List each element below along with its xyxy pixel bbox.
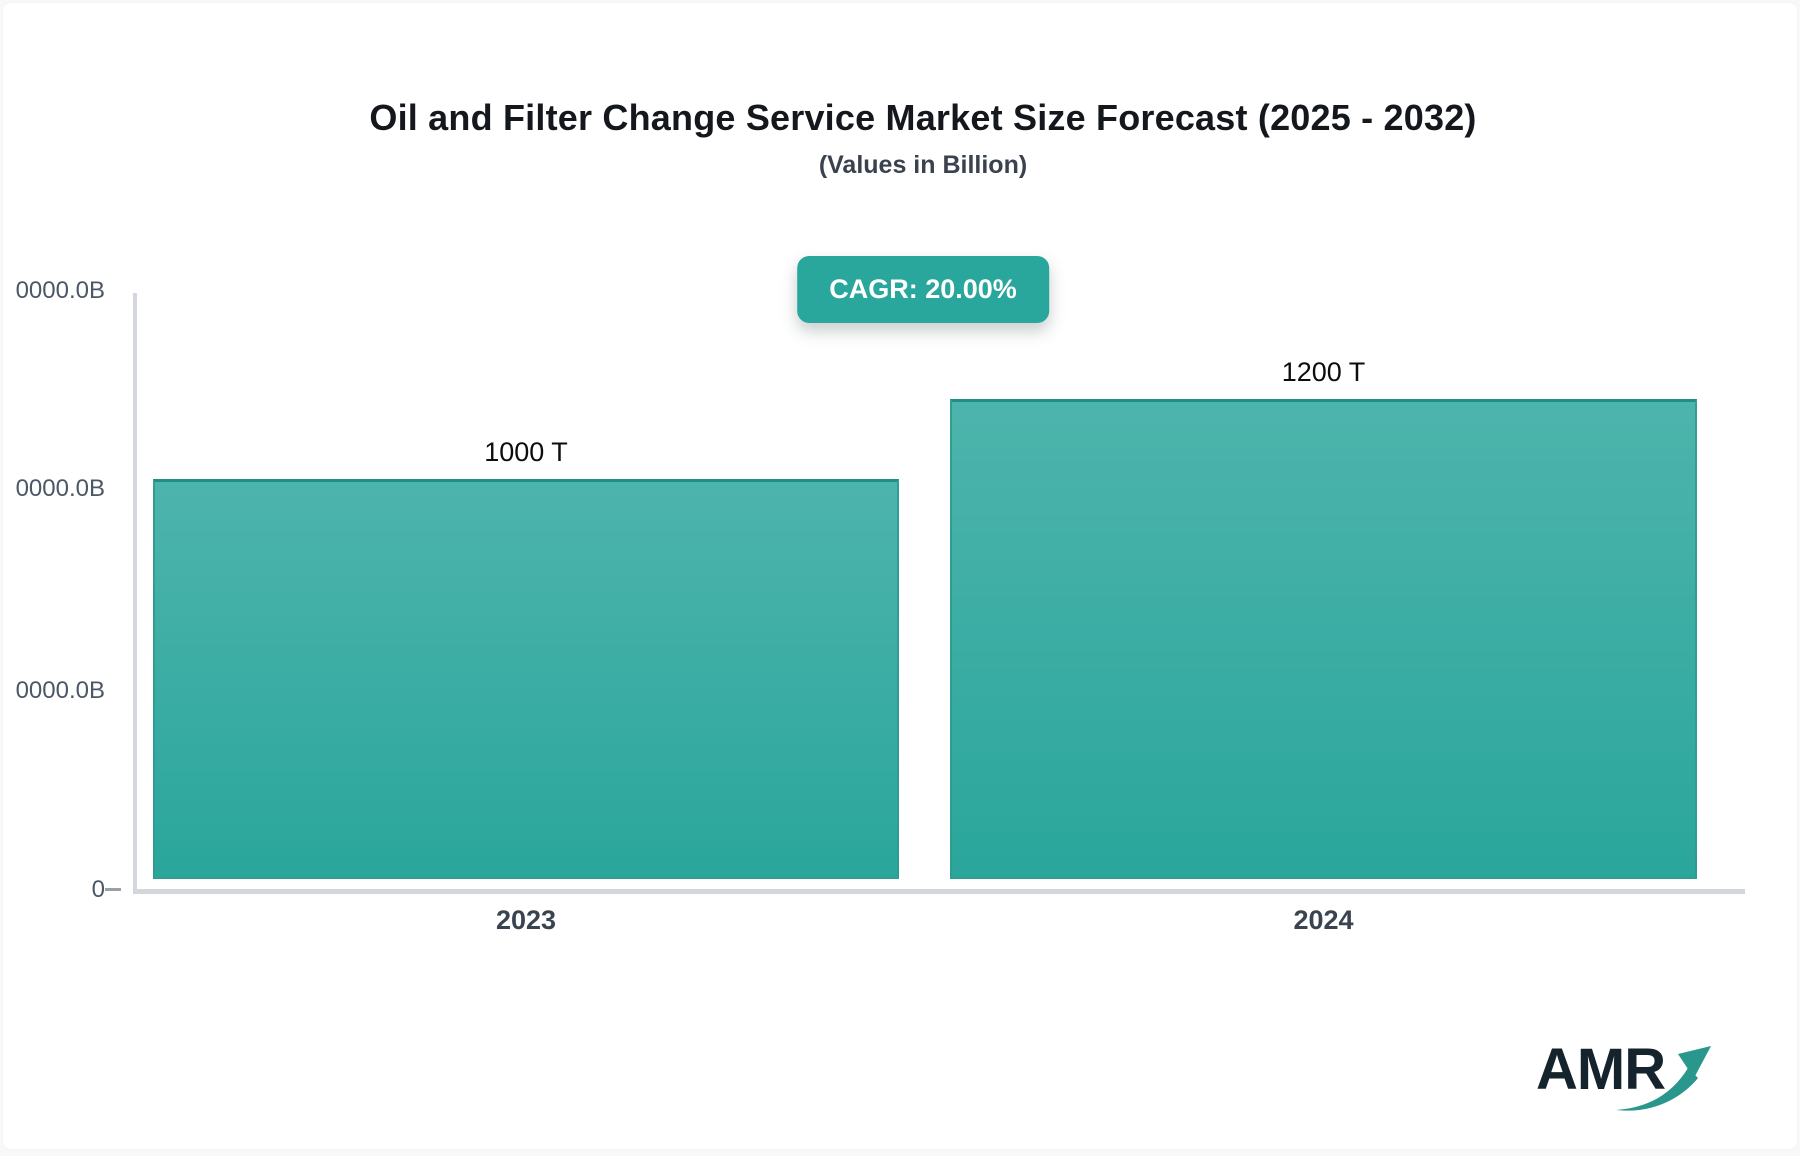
x-tick-label-2024: 2024 [1293, 905, 1354, 935]
amr-logo-arrow-icon [1616, 1046, 1711, 1111]
bar-value-label-2024: 1200 T [1281, 357, 1366, 387]
x-tick-label-2023: 2023 [495, 905, 557, 935]
y-tick-label-500: 0000.0B [15, 677, 105, 704]
cagr-badge: CAGR: 20.00% [797, 256, 1049, 323]
bar-group-2023: 1000 T [153, 239, 899, 879]
chart-subtitle: (Values in Billion) [818, 151, 1028, 179]
bar-group-2024: 1200 T [950, 239, 1697, 879]
x-axis-line [133, 889, 1745, 894]
y-tick-label-1000: 0000.0B [15, 475, 105, 502]
bar-value-label-2023: 1000 T [484, 437, 568, 467]
y-axis-zero-tick [105, 888, 121, 891]
bar-2024[interactable] [950, 399, 1697, 879]
y-tick-label-1500: 0000.0B [15, 277, 105, 304]
amr-logo: AMR [1536, 1036, 1711, 1116]
y-tick-label-0: 0 [91, 876, 105, 903]
y-axis-line [133, 293, 137, 889]
chart-title: Oil and Filter Change Service Market Siz… [369, 97, 1477, 138]
amr-logo-text: AMR [1536, 1037, 1666, 1102]
bar-2023[interactable] [153, 479, 899, 879]
